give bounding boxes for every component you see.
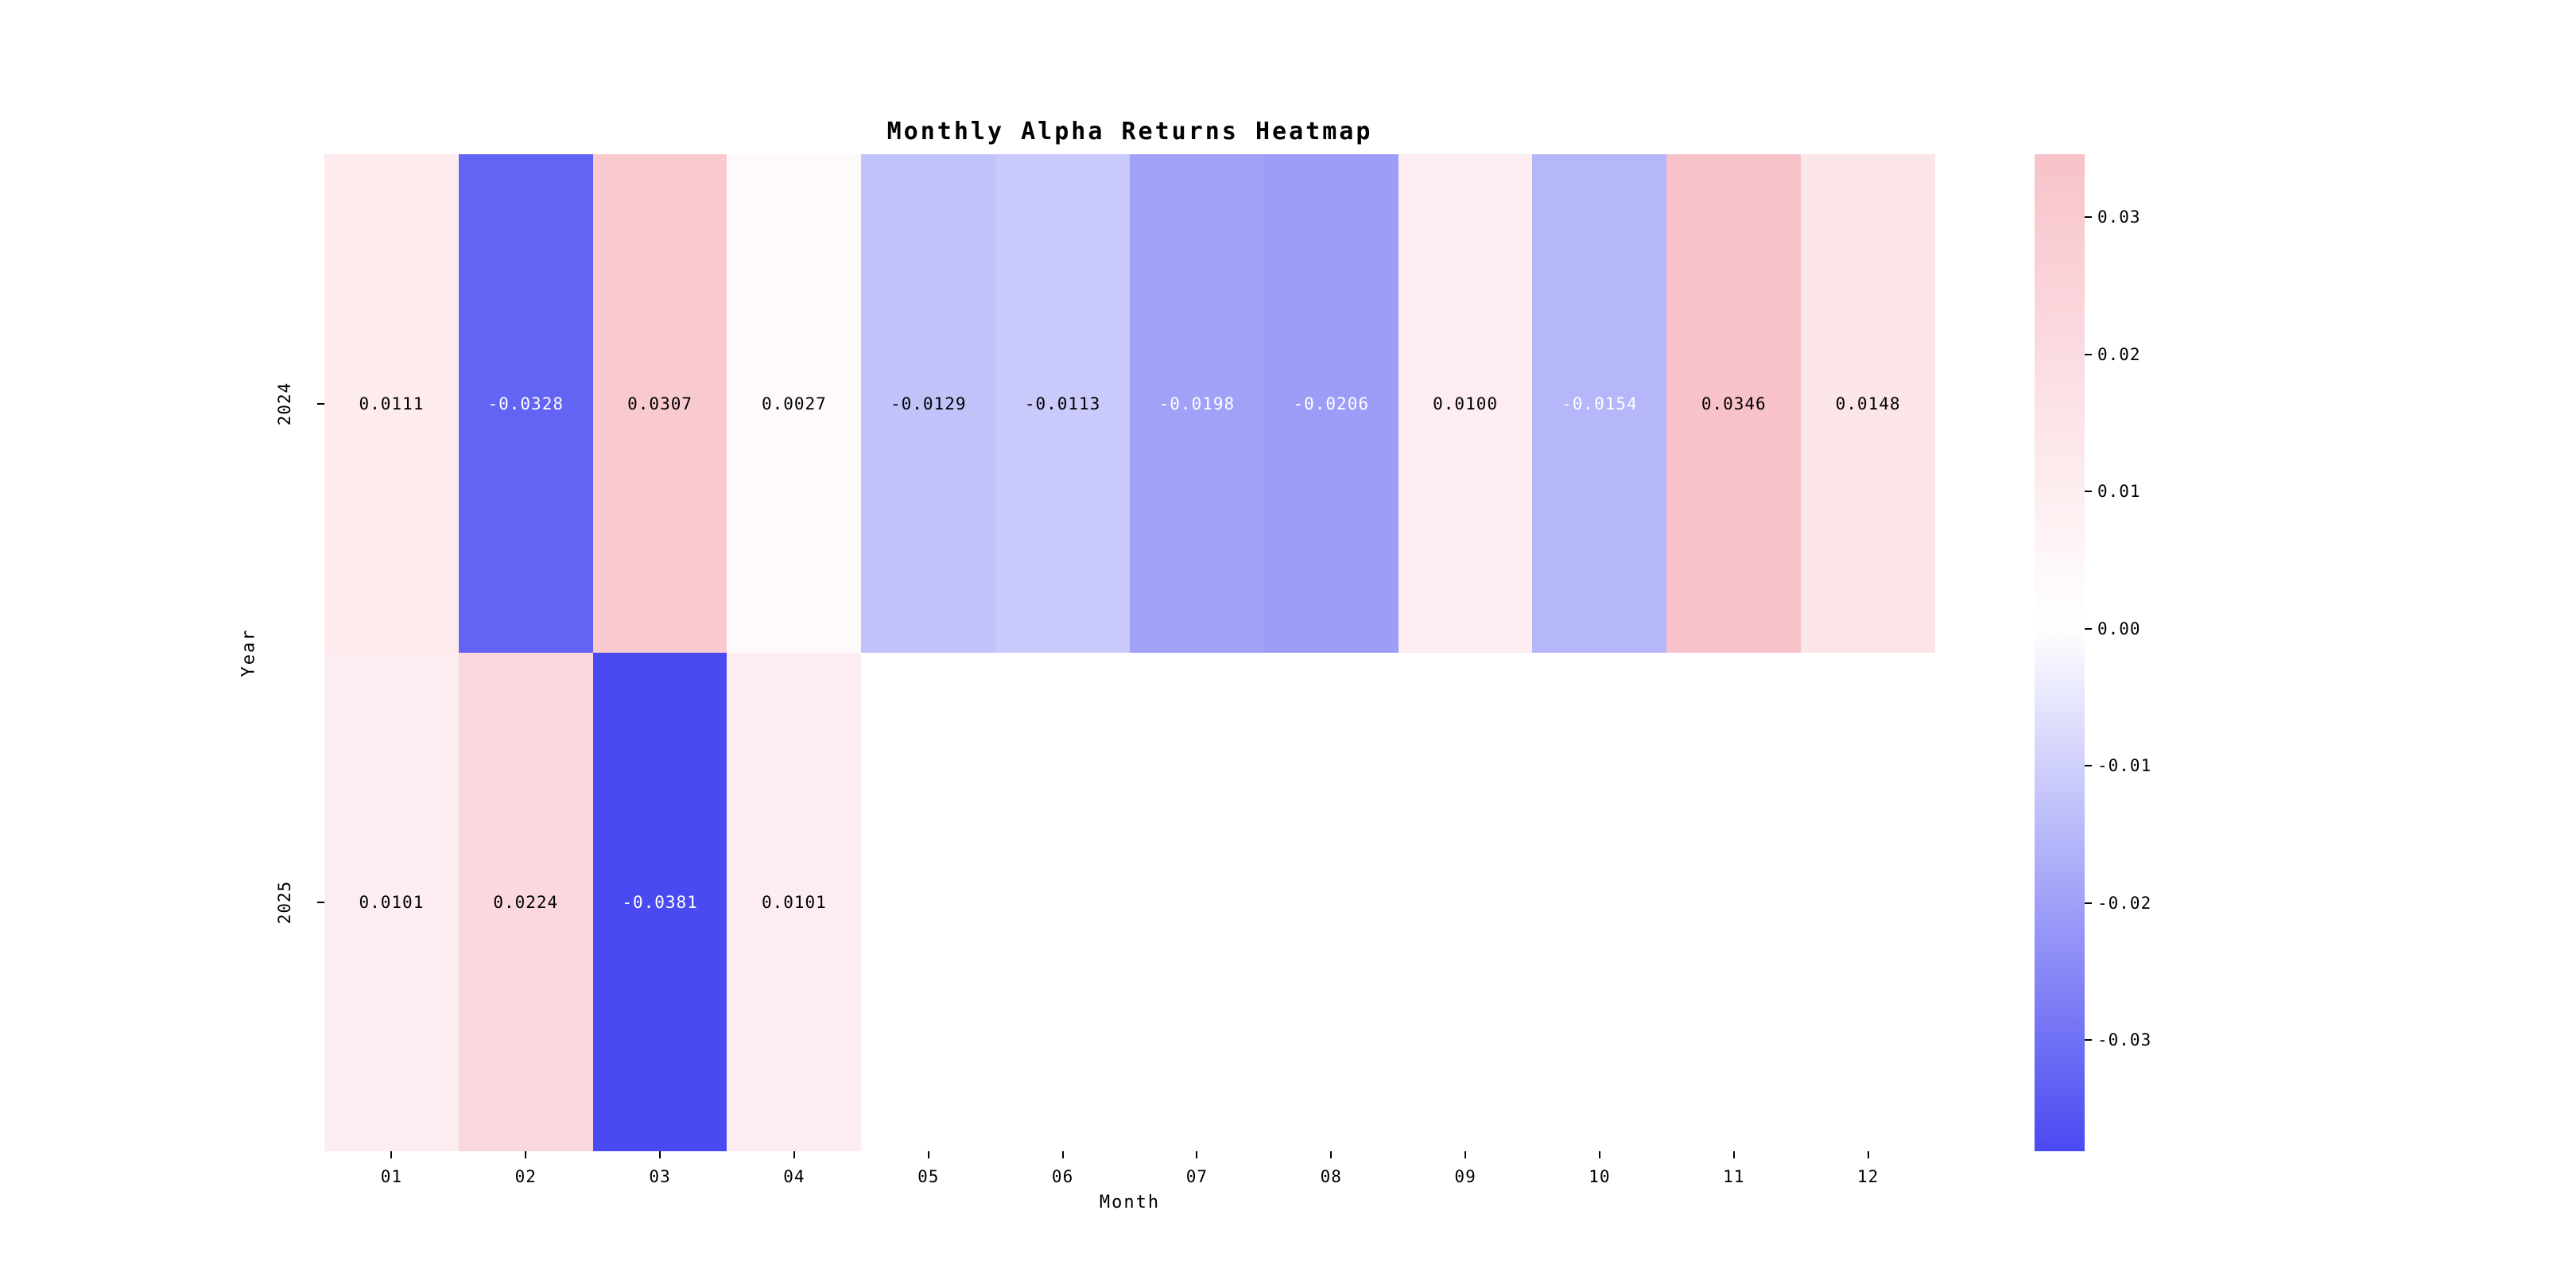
heatmap-cell-2025-11 xyxy=(1666,653,1802,1151)
cell-annotation-2024-04: 0.0027 xyxy=(727,154,862,653)
cell-annotation-2024-07: -0.0198 xyxy=(1129,154,1264,653)
cell-annotation-2024-03: 0.0307 xyxy=(592,154,727,653)
cell-annotation-2024-01: 0.0111 xyxy=(324,154,459,653)
x-tick-mark xyxy=(927,1151,929,1158)
cell-annotation-2024-08: -0.0206 xyxy=(1263,154,1399,653)
y-tick-label-2025: 2025 xyxy=(275,880,294,924)
cell-annotation-2024-02: -0.0328 xyxy=(458,154,593,653)
colorbar-tick-label-0.00: 0.00 xyxy=(2097,619,2141,638)
cell-annotation-2024-06: -0.0113 xyxy=(995,154,1130,653)
x-tick-label-09: 09 xyxy=(1454,1167,1476,1186)
x-tick-label-10: 10 xyxy=(1589,1167,1611,1186)
x-tick-mark xyxy=(659,1151,661,1158)
heatmap-cell-2025-10 xyxy=(1532,653,1667,1151)
x-tick-label-05: 05 xyxy=(918,1167,940,1186)
cell-annotation-2024-09: 0.0100 xyxy=(1398,154,1533,653)
y-axis-label: Year xyxy=(239,628,259,677)
colorbar-tick-mark xyxy=(2085,491,2092,493)
colorbar-tick-mark xyxy=(2085,353,2092,355)
colorbar xyxy=(2035,154,2085,1151)
cell-annotation-2025-04: 0.0101 xyxy=(727,653,862,1151)
x-tick-label-12: 12 xyxy=(1856,1167,1880,1186)
colorbar-tick-label-0.01: 0.01 xyxy=(2097,482,2141,502)
colorbar-tick-mark xyxy=(2085,1039,2092,1042)
x-tick-label-03: 03 xyxy=(649,1167,671,1186)
colorbar-tick-mark xyxy=(2085,902,2092,904)
x-tick-mark xyxy=(1196,1151,1198,1158)
x-tick-label-08: 08 xyxy=(1320,1167,1342,1186)
y-tick-label-2024: 2024 xyxy=(275,382,294,425)
x-tick-mark xyxy=(1330,1151,1333,1158)
x-tick-label-04: 04 xyxy=(783,1167,805,1186)
x-tick-mark xyxy=(1061,1151,1064,1158)
colorbar-tick-label--0.01: -0.01 xyxy=(2097,756,2152,776)
x-tick-label-07: 07 xyxy=(1185,1167,1208,1186)
colorbar-tick-label--0.03: -0.03 xyxy=(2097,1030,2152,1050)
chart-title: Monthly Alpha Returns Heatmap xyxy=(886,118,1373,145)
x-tick-label-06: 06 xyxy=(1051,1167,1074,1186)
x-tick-label-11: 11 xyxy=(1723,1167,1745,1186)
colorbar-tick-mark xyxy=(2085,765,2092,767)
colorbar-tick-mark xyxy=(2085,627,2092,630)
x-tick-mark xyxy=(1598,1151,1600,1158)
cell-annotation-2025-01: 0.0101 xyxy=(324,653,459,1151)
heatmap-cell-2025-12 xyxy=(1801,653,1935,1151)
colorbar-tick-mark xyxy=(2085,216,2092,219)
cell-annotation-2024-05: -0.0129 xyxy=(861,154,996,653)
heatmap-cell-2025-08 xyxy=(1263,653,1399,1151)
heatmap-cell-2025-07 xyxy=(1129,653,1264,1151)
heatmap-plot: 0.0111 -0.0328 0.0307 0.0027 -0.0129 -0.0113-… xyxy=(324,154,1935,1151)
heatmap-cell-2025-09 xyxy=(1398,653,1533,1151)
x-tick-label-02: 02 xyxy=(514,1167,537,1186)
heatmap-cell-2025-05 xyxy=(861,653,996,1151)
cell-annotation-2025-02: 0.0224 xyxy=(458,653,593,1151)
x-tick-mark xyxy=(1732,1151,1735,1158)
x-tick-mark xyxy=(525,1151,527,1158)
colorbar-tick-label--0.02: -0.02 xyxy=(2097,893,2152,913)
cell-annotation-2024-12: 0.0148 xyxy=(1801,154,1935,653)
y-tick-mark xyxy=(317,402,324,405)
colorbar-tick-label-0.03: 0.03 xyxy=(2097,208,2141,227)
y-tick-mark xyxy=(317,901,324,903)
heatmap-cell-2025-06 xyxy=(995,653,1130,1151)
x-tick-mark xyxy=(793,1151,795,1158)
cell-annotation-2024-11: 0.0346 xyxy=(1666,154,1802,653)
x-tick-mark xyxy=(1867,1151,1869,1158)
colorbar-tick-label-0.02: 0.02 xyxy=(2097,344,2141,364)
cell-annotation-2024-10: -0.0154 xyxy=(1532,154,1667,653)
x-tick-mark xyxy=(1465,1151,1467,1158)
cell-annotation-2025-03: -0.0381 xyxy=(592,653,727,1151)
x-tick-label-01: 01 xyxy=(380,1167,403,1186)
x-axis-label: Month xyxy=(1099,1193,1161,1212)
x-tick-mark xyxy=(390,1151,393,1158)
